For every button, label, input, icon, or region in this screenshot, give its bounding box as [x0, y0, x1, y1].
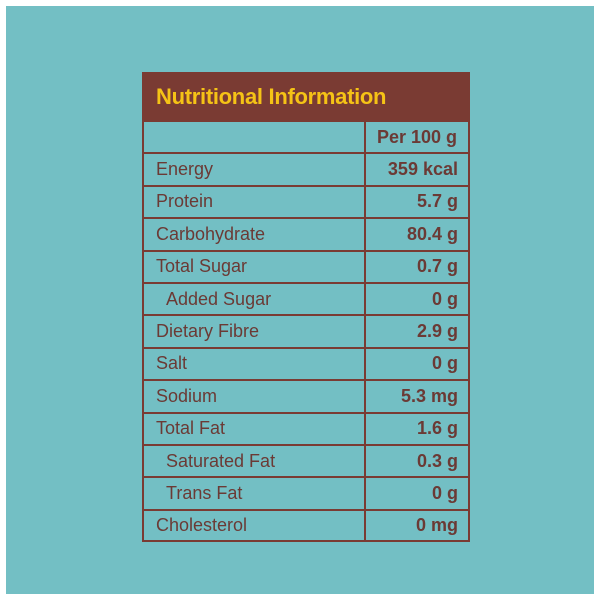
nutrient-name: Dietary Fibre [144, 316, 366, 347]
nutrient-value: 5.7 g [416, 191, 458, 212]
nutrient-name: Carbohydrate [144, 219, 366, 250]
column-header: Per 100 g [376, 126, 458, 147]
nutrient-value: 5.3 mg [400, 385, 458, 406]
table-title: Nutritional Information [156, 84, 387, 109]
nutrient-name: Protein [144, 186, 366, 218]
nutrient-name: Energy [144, 154, 366, 185]
nutrient-name: Saturated Fat [144, 445, 366, 477]
table-row: Salt 0 g [144, 346, 468, 380]
nutrition-table: Nutritional Information Per 100 g Energy… [142, 72, 470, 542]
table-row: Saturated Fat 0.3 g [144, 443, 468, 477]
nutrient-name: Salt [144, 348, 366, 380]
nutrient-value: 1.6 g [416, 418, 458, 439]
table-row: Sodium 5.3 mg [144, 379, 468, 412]
table-row: Carbohydrate 80.4 g [144, 217, 468, 250]
nutrient-name: Total Sugar [144, 251, 366, 282]
nutrient-value: 80.4 g [406, 223, 458, 244]
nutrient-name: Trans Fat [144, 478, 366, 509]
nutrient-name: Sodium [144, 381, 366, 412]
nutrient-value: 0 g [431, 353, 458, 374]
column-header-row: Per 100 g [144, 120, 468, 153]
nutrient-value: 0 g [431, 288, 458, 309]
table-row: Dietary Fibre 2.9 g [144, 314, 468, 347]
background-frame: Nutritional Information Per 100 g Energy… [6, 6, 594, 594]
table-row: Protein 5.7 g [144, 184, 468, 218]
nutrient-value: 0.3 g [416, 450, 458, 471]
table-row: Energy 359 kcal [144, 152, 468, 185]
header-empty-cell [144, 122, 366, 153]
table-row: Trans Fat 0 g [144, 476, 468, 509]
nutrient-name: Total Fat [144, 413, 366, 444]
table-title-bar: Nutritional Information [144, 74, 468, 120]
nutrient-value: 0.7 g [416, 256, 458, 277]
table-row: Cholesterol 0 mg [144, 508, 468, 542]
nutrient-value: 2.9 g [416, 321, 458, 342]
nutrient-name: Added Sugar [144, 283, 366, 315]
table-row: Total Sugar 0.7 g [144, 249, 468, 282]
table-row: Added Sugar 0 g [144, 281, 468, 315]
table-row: Total Fat 1.6 g [144, 411, 468, 444]
nutrient-value: 0 mg [415, 515, 458, 536]
nutrient-value: 0 g [431, 482, 458, 503]
nutrient-name: Cholesterol [144, 510, 366, 542]
nutrient-value: 359 kcal [387, 159, 458, 180]
